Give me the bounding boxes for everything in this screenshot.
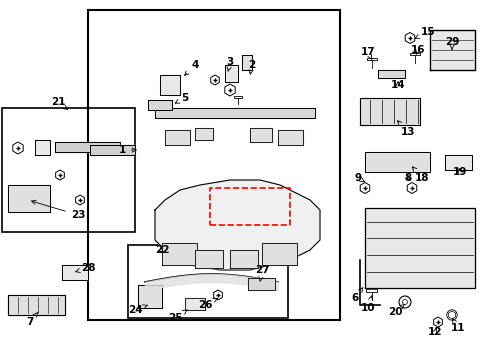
Polygon shape bbox=[224, 65, 238, 82]
Polygon shape bbox=[155, 108, 314, 118]
Text: 23: 23 bbox=[32, 200, 85, 220]
Text: 19: 19 bbox=[452, 167, 466, 177]
Polygon shape bbox=[8, 295, 65, 315]
Polygon shape bbox=[242, 55, 251, 70]
Text: 26: 26 bbox=[197, 298, 217, 310]
Text: 20: 20 bbox=[387, 304, 404, 317]
Text: 9: 9 bbox=[354, 173, 364, 183]
Polygon shape bbox=[160, 75, 180, 95]
Polygon shape bbox=[62, 265, 88, 280]
Text: 28: 28 bbox=[75, 263, 95, 273]
Text: 18: 18 bbox=[411, 167, 428, 183]
Polygon shape bbox=[35, 140, 50, 155]
Text: 24: 24 bbox=[127, 305, 147, 315]
Text: 10: 10 bbox=[360, 296, 374, 313]
Circle shape bbox=[446, 310, 456, 320]
Polygon shape bbox=[359, 98, 419, 125]
Polygon shape bbox=[195, 128, 213, 140]
Text: 5: 5 bbox=[175, 93, 188, 103]
Bar bbox=[2, 108, 135, 232]
Polygon shape bbox=[429, 30, 474, 70]
Polygon shape bbox=[55, 142, 120, 152]
Bar bbox=[366, 289, 377, 292]
Text: 22: 22 bbox=[154, 245, 169, 255]
Text: 25: 25 bbox=[167, 310, 187, 323]
Text: 1: 1 bbox=[118, 145, 136, 155]
Text: 21: 21 bbox=[51, 97, 68, 110]
Polygon shape bbox=[278, 130, 303, 145]
Bar bbox=[88, 10, 339, 320]
Text: 13: 13 bbox=[397, 121, 414, 137]
Polygon shape bbox=[249, 128, 271, 142]
Polygon shape bbox=[162, 243, 197, 265]
Text: 8: 8 bbox=[404, 173, 411, 183]
Text: 14: 14 bbox=[390, 80, 405, 90]
Polygon shape bbox=[155, 180, 319, 270]
Polygon shape bbox=[377, 70, 404, 78]
Text: 7: 7 bbox=[26, 312, 38, 327]
Polygon shape bbox=[262, 243, 296, 265]
Polygon shape bbox=[8, 185, 50, 212]
Bar bbox=[234, 96, 242, 98]
Text: 11: 11 bbox=[450, 319, 464, 333]
Polygon shape bbox=[184, 298, 204, 310]
Text: 17: 17 bbox=[360, 47, 375, 60]
Bar bbox=[128, 245, 287, 318]
Polygon shape bbox=[195, 250, 223, 268]
Text: 27: 27 bbox=[254, 265, 269, 281]
Bar bbox=[366, 58, 376, 60]
Polygon shape bbox=[90, 145, 135, 155]
Polygon shape bbox=[444, 155, 471, 170]
Polygon shape bbox=[364, 208, 474, 288]
Bar bbox=[409, 53, 419, 55]
Polygon shape bbox=[138, 285, 162, 308]
Polygon shape bbox=[229, 250, 258, 268]
Text: 15: 15 bbox=[414, 27, 434, 39]
Text: 29: 29 bbox=[444, 37, 458, 50]
Polygon shape bbox=[164, 130, 190, 145]
Polygon shape bbox=[148, 100, 172, 110]
Text: 4: 4 bbox=[184, 60, 198, 75]
Text: 6: 6 bbox=[351, 288, 362, 303]
Polygon shape bbox=[247, 278, 274, 290]
Text: 12: 12 bbox=[427, 327, 441, 337]
Text: 2: 2 bbox=[248, 60, 255, 74]
Text: 3: 3 bbox=[226, 57, 233, 71]
Polygon shape bbox=[364, 152, 429, 172]
Text: 16: 16 bbox=[410, 45, 425, 55]
